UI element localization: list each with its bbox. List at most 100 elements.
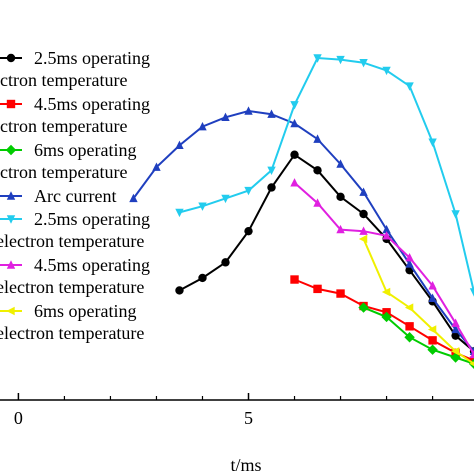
data-point [175,208,184,218]
series-line [179,153,474,353]
data-point [469,356,474,365]
series-2 [290,275,474,365]
data-point [198,121,207,131]
legend-label-continued: electron temperature [0,277,144,297]
data-point [244,186,253,196]
data-point [198,273,207,283]
data-point [451,331,460,340]
data-point [221,258,230,267]
data-point [382,231,391,240]
data-point [451,324,460,334]
x-axis-title: t/ms [230,455,261,474]
legend-swatch-marker [6,99,16,109]
data-point [313,198,322,207]
legend-swatch-marker [5,144,17,156]
legend-label: Arc current [34,186,116,206]
data-point [267,166,276,176]
data-point [427,325,437,334]
data-point [451,210,460,219]
data-point [359,226,368,235]
data-point [152,162,161,171]
series-4 [129,106,474,355]
legend-label-continued: electron temperature [0,323,144,343]
data-point [359,187,368,196]
data-point [405,322,414,331]
data-point [290,275,299,284]
data-point [175,286,184,295]
data-point [382,224,391,234]
data-point [198,202,207,211]
data-point [428,293,437,302]
data-point [405,252,414,262]
legend-label-continued: ctron temperature [0,162,127,182]
data-point [358,234,368,244]
data-point [428,138,437,147]
legend-label: 6ms operating [34,140,136,160]
data-point [221,112,230,121]
data-point [129,193,138,203]
legend-label: 2.5ms operating [34,48,150,68]
data-point [175,140,184,150]
series-line [362,238,474,365]
legend-label: 2.5ms operating [34,209,150,229]
data-point [267,109,276,118]
data-point [382,66,391,76]
data-point [290,150,299,159]
data-point [404,332,415,343]
series-line [132,109,474,352]
data-point [469,288,474,297]
data-point [336,55,345,65]
data-point [336,159,345,168]
data-point [221,194,230,204]
data-point [290,178,299,187]
data-point [336,289,345,298]
data-point [313,166,322,175]
data-point [290,118,299,128]
data-point [405,259,414,268]
data-point [381,311,392,323]
data-point [359,58,368,68]
legend-swatch-marker [6,53,16,63]
legend-label: 4.5ms operating [34,255,150,275]
legend-label-continued: ctron temperature [0,116,127,136]
series-layer [129,54,474,369]
x-tick-label: 5 [244,408,253,428]
data-point [358,302,369,313]
data-point [313,134,322,143]
data-point [336,224,345,234]
data-point [405,82,414,91]
data-point [428,336,437,345]
legend-item: Arc current [0,186,116,206]
data-point [336,192,345,202]
data-point [381,287,391,297]
legend-swatch-marker [6,306,15,316]
series-7 [358,234,474,367]
data-point [313,54,322,63]
series-5 [175,54,474,297]
legend-swatch-marker [6,215,16,224]
data-point [313,284,322,294]
data-point [469,349,474,359]
legend-label-continued: electron temperature [0,231,144,251]
data-point [469,361,474,367]
data-point [244,226,253,236]
legend-swatch-marker [6,191,16,200]
series-line [293,182,474,355]
data-point [267,183,276,192]
data-point [450,347,460,356]
data-point [404,303,414,312]
data-point [290,101,299,110]
data-point [427,344,438,355]
series-6 [290,178,474,359]
legend-swatch-marker [6,260,16,269]
data-point [244,106,253,115]
data-point [359,209,368,219]
